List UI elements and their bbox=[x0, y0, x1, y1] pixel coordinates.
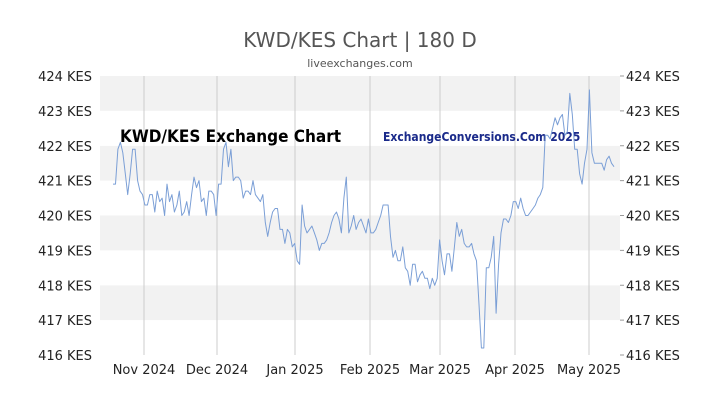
y-tick-label-left: 416 KES bbox=[38, 349, 92, 364]
y-tick-label-right: 422 KES bbox=[626, 140, 680, 155]
grid-band bbox=[100, 320, 620, 355]
chart-subtitle: liveexchanges.com bbox=[307, 57, 412, 70]
y-tick-label-right: 424 KES bbox=[626, 70, 680, 85]
grid-band bbox=[100, 76, 620, 111]
x-tick-label: Feb 2025 bbox=[340, 363, 400, 378]
x-axis: Nov 2024 Dec 2024 Jan 2025 Feb 2025 Mar 2025… bbox=[113, 363, 621, 378]
watermark-left: KWD/KES Exchange Chart bbox=[120, 127, 341, 147]
y-tick-label-left: 424 KES bbox=[38, 70, 92, 85]
series-line bbox=[113, 89, 615, 349]
grid-band bbox=[100, 250, 620, 286]
y-tick-label-left: 417 KES bbox=[38, 314, 92, 329]
y-tick-label-left: 423 KES bbox=[38, 105, 92, 120]
grid-band bbox=[100, 110, 620, 146]
y-tick-label-left: 418 KES bbox=[38, 279, 92, 294]
y-tick-label-right: 417 KES bbox=[626, 314, 680, 329]
y-tick-label-left: 421 KES bbox=[38, 175, 92, 190]
x-tick-label: May 2025 bbox=[557, 363, 621, 378]
x-tick-label: Nov 2024 bbox=[113, 363, 176, 378]
y-tick-label-left: 422 KES bbox=[38, 140, 92, 155]
y-tick-label-right: 418 KES bbox=[626, 279, 680, 294]
y-tick-label-right: 420 KES bbox=[626, 210, 680, 225]
grid-band bbox=[100, 145, 620, 181]
x-tick-label: Dec 2024 bbox=[186, 363, 248, 378]
y-axis-left: 424 KES 423 KES 422 KES 421 KES 420 KES 419 K… bbox=[38, 70, 92, 364]
watermark-right: ExchangeConversions.Com 2025 bbox=[383, 130, 580, 144]
y-axis-right: 424 KES 423 KES 422 KES 421 KES 420 KES 419 K… bbox=[620, 70, 680, 364]
y-tick-label-left: 419 KES bbox=[38, 244, 92, 259]
y-tick-label-right: 419 KES bbox=[626, 244, 680, 259]
y-tick-label-right: 423 KES bbox=[626, 105, 680, 120]
y-tick-label-left: 420 KES bbox=[38, 210, 92, 225]
grid-band bbox=[100, 285, 620, 321]
chart-title: KWD/KES Chart | 180 D bbox=[243, 28, 476, 52]
x-tick-label: Jan 2025 bbox=[265, 363, 323, 378]
x-tick-label: Apr 2025 bbox=[485, 363, 545, 378]
x-tick-label: Mar 2025 bbox=[409, 363, 471, 378]
plot-background bbox=[100, 76, 620, 355]
grid-band bbox=[100, 180, 620, 216]
y-tick-label-right: 421 KES bbox=[626, 175, 680, 190]
y-tick-label-right: 416 KES bbox=[626, 349, 680, 364]
vertical-gridlines bbox=[143, 76, 590, 355]
